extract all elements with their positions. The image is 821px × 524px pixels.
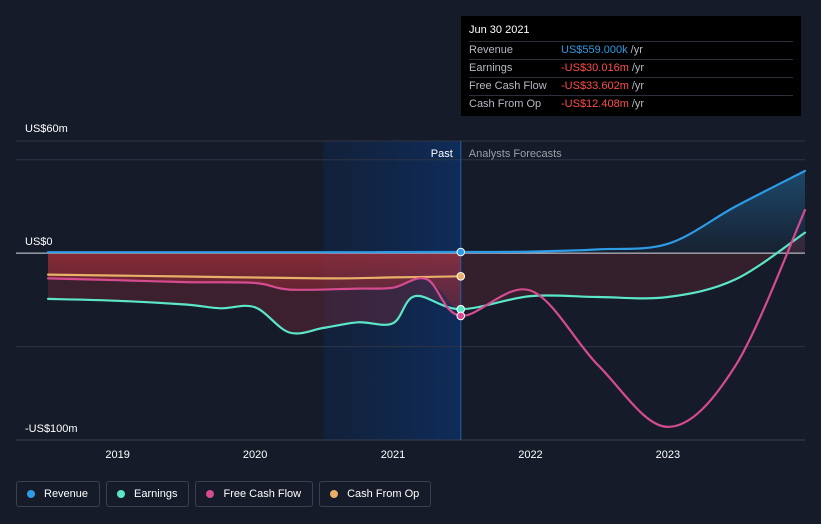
tooltip-unit: /yr xyxy=(631,62,645,74)
tooltip-unit: /yr xyxy=(631,98,645,110)
legend-label: Free Cash Flow xyxy=(223,488,302,500)
tooltip-row-earnings: Earnings -US$30.016m /yr xyxy=(469,59,793,77)
tooltip-row-cash-from-op: Cash From Op -US$12.408m /yr xyxy=(469,95,793,113)
legend-dot-icon xyxy=(27,490,35,498)
series-line-earnings xyxy=(46,231,807,335)
series-line-revenue xyxy=(46,169,807,254)
legend-dot-icon xyxy=(330,490,339,498)
legend-item-cash-from-op[interactable]: Cash From Op xyxy=(319,481,432,507)
y-tick-label-zero: US$0 xyxy=(25,236,53,248)
legend-dot-icon xyxy=(206,490,215,498)
tooltip-key: Cash From Op xyxy=(469,98,542,110)
marker-revenue xyxy=(456,247,466,257)
y-tick-label-bottom: -US$100m xyxy=(25,423,78,435)
x-tick-label: 2019 xyxy=(105,449,129,461)
tooltip-value: -US$30.016m xyxy=(561,62,629,74)
tooltip-value: US$559.000k xyxy=(561,44,628,56)
tooltip-value: -US$33.602m xyxy=(561,80,629,92)
legend-label: Cash From Op xyxy=(347,488,420,500)
forecast-label: Analysts Forecasts xyxy=(469,148,562,160)
tooltip-key: Earnings xyxy=(469,62,513,74)
x-tick-label: 2022 xyxy=(518,449,542,461)
revenue-area xyxy=(48,170,805,254)
legend-item-revenue[interactable]: Revenue xyxy=(16,481,101,507)
legend-item-earnings[interactable]: Earnings xyxy=(106,481,190,507)
legend-dot-icon xyxy=(117,490,126,498)
legend-label: Revenue xyxy=(44,488,89,500)
tooltip-key: Free Cash Flow xyxy=(469,80,547,92)
marker-free-cash-flow xyxy=(456,311,466,321)
legend: Revenue Earnings Free Cash Flow Cash Fro… xyxy=(16,481,432,507)
tooltip-key: Revenue xyxy=(469,44,514,56)
tooltip-value: -US$12.408m xyxy=(561,98,629,110)
x-tick-label: 2021 xyxy=(381,449,405,461)
x-tick-label: 2023 xyxy=(656,449,680,461)
tooltip-unit: /yr xyxy=(631,80,645,92)
x-tick-label: 2020 xyxy=(243,449,267,461)
tooltip-row-free-cash-flow: Free Cash Flow -US$33.602m /yr xyxy=(469,77,793,95)
free-cash-flow-area-past xyxy=(48,253,461,316)
past-label: Past xyxy=(431,148,453,160)
earnings-area-forecast xyxy=(460,232,805,310)
series-line-free-cash-flow xyxy=(46,209,807,429)
tooltip: Jun 30 2021 Revenue US$559.000k /yr Earn… xyxy=(461,16,801,116)
tooltip-date: Jun 30 2021 xyxy=(469,24,530,36)
marker-cash-from-op xyxy=(456,271,466,281)
y-tick-label-top: US$60m xyxy=(25,123,68,135)
tooltip-unit: /yr xyxy=(630,44,643,56)
legend-label: Earnings xyxy=(134,488,178,500)
earnings-area-past xyxy=(48,253,461,334)
series-line-cash-from-op xyxy=(46,273,462,280)
legend-item-free-cash-flow[interactable]: Free Cash Flow xyxy=(195,481,314,507)
tooltip-row-revenue: Revenue US$559.000k /yr xyxy=(469,41,793,59)
